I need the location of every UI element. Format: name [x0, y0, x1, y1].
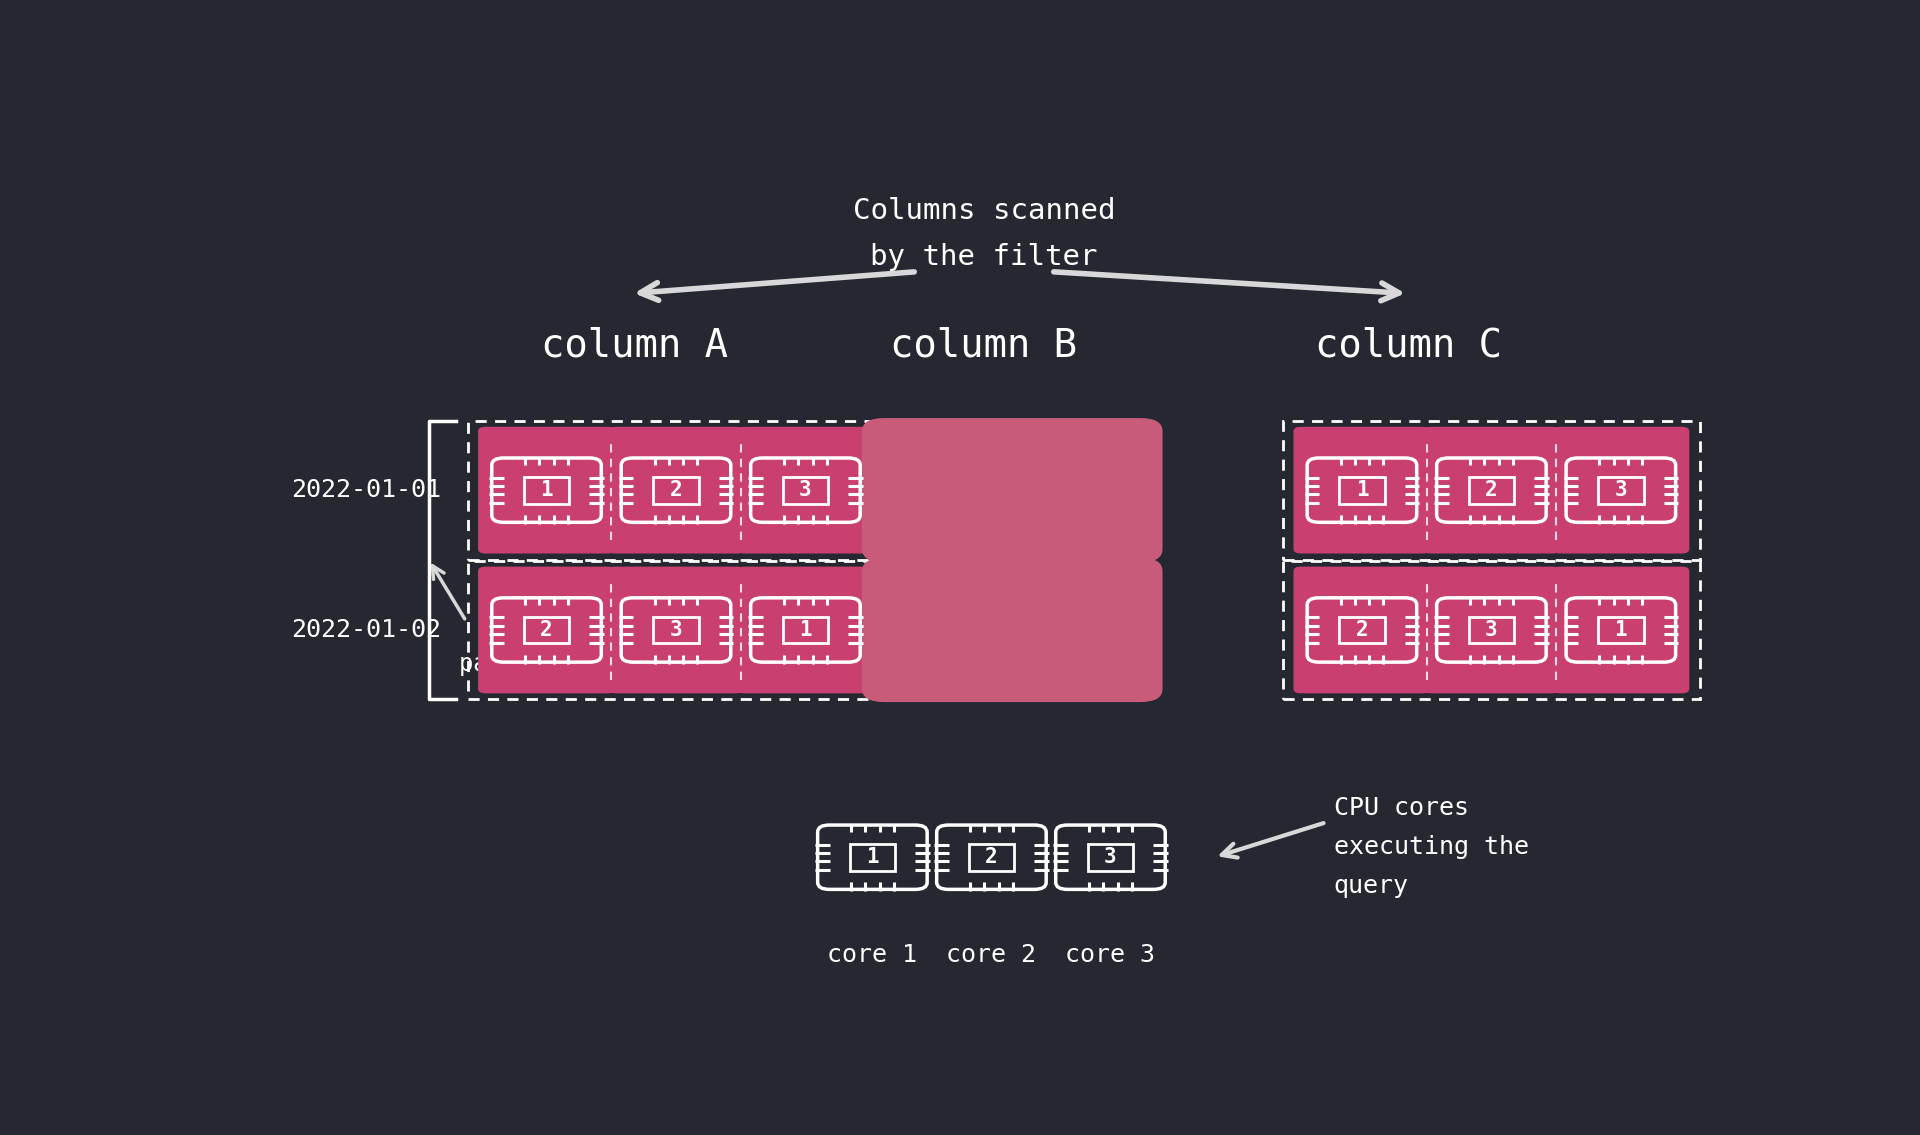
- FancyBboxPatch shape: [607, 566, 745, 693]
- Text: Columns scanned
by the filter: Columns scanned by the filter: [852, 197, 1116, 271]
- Bar: [783, 616, 828, 644]
- Text: 2: 2: [1484, 480, 1498, 501]
- Bar: [524, 477, 570, 504]
- Text: column C: column C: [1315, 327, 1501, 365]
- Bar: [849, 843, 895, 871]
- Bar: [468, 561, 885, 699]
- Text: 2: 2: [985, 847, 998, 867]
- Text: 1: 1: [799, 620, 812, 640]
- Bar: [1338, 616, 1384, 644]
- FancyBboxPatch shape: [478, 566, 614, 693]
- Bar: [468, 421, 885, 560]
- Text: 2: 2: [540, 620, 553, 640]
- Text: 1: 1: [866, 847, 879, 867]
- Bar: [653, 616, 699, 644]
- FancyBboxPatch shape: [1553, 427, 1690, 554]
- Text: 2: 2: [670, 480, 682, 501]
- Bar: [653, 477, 699, 504]
- Text: column B: column B: [891, 327, 1077, 365]
- Text: 1: 1: [1615, 620, 1626, 640]
- Bar: [783, 477, 828, 504]
- Text: 3: 3: [799, 480, 812, 501]
- FancyBboxPatch shape: [818, 825, 927, 890]
- Text: core 2: core 2: [947, 943, 1037, 967]
- Text: 3: 3: [670, 620, 682, 640]
- Text: core 3: core 3: [1066, 943, 1156, 967]
- Text: 2022-01-02: 2022-01-02: [292, 617, 442, 642]
- Text: 2022-01-01: 2022-01-01: [292, 478, 442, 502]
- FancyBboxPatch shape: [862, 418, 1162, 562]
- Bar: [1597, 477, 1644, 504]
- Bar: [1469, 477, 1515, 504]
- Text: 1: 1: [540, 480, 553, 501]
- FancyBboxPatch shape: [1294, 427, 1430, 554]
- Text: 1: 1: [1356, 480, 1369, 501]
- Text: column A: column A: [541, 327, 728, 365]
- Bar: [524, 616, 570, 644]
- Bar: [1469, 616, 1515, 644]
- Bar: [1087, 843, 1133, 871]
- FancyBboxPatch shape: [1056, 825, 1165, 890]
- Bar: [968, 843, 1014, 871]
- Text: page frame: page frame: [459, 651, 601, 675]
- Text: 3: 3: [1615, 480, 1626, 501]
- FancyBboxPatch shape: [607, 427, 745, 554]
- FancyBboxPatch shape: [1294, 566, 1430, 693]
- Text: 3: 3: [1104, 847, 1117, 867]
- FancyBboxPatch shape: [862, 558, 1162, 703]
- Text: 2: 2: [1356, 620, 1369, 640]
- FancyBboxPatch shape: [1423, 566, 1559, 693]
- FancyBboxPatch shape: [737, 566, 874, 693]
- Text: 3: 3: [1484, 620, 1498, 640]
- FancyBboxPatch shape: [737, 427, 874, 554]
- FancyBboxPatch shape: [478, 427, 614, 554]
- Text: core 1: core 1: [828, 943, 918, 967]
- Bar: [1283, 421, 1699, 560]
- Bar: [1338, 477, 1384, 504]
- Text: CPU cores
executing the
query: CPU cores executing the query: [1334, 796, 1528, 899]
- FancyBboxPatch shape: [937, 825, 1046, 890]
- Bar: [1597, 616, 1644, 644]
- FancyBboxPatch shape: [1553, 566, 1690, 693]
- Bar: [1283, 561, 1699, 699]
- FancyBboxPatch shape: [1423, 427, 1559, 554]
